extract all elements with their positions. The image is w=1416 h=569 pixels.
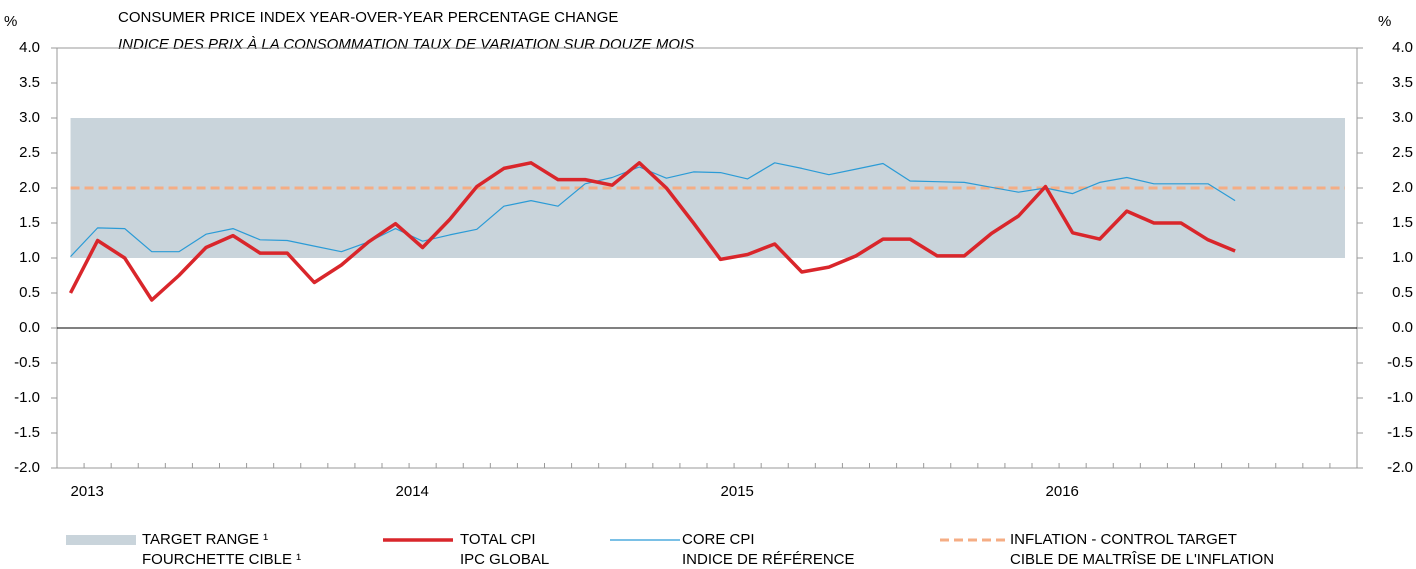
chart-subtitle: INDICE DES PRIX À LA CONSOMMATION TAUX D… xyxy=(118,36,694,53)
y2-tick-label: 4.0 xyxy=(1392,39,1413,56)
y2-tick-label: 1.5 xyxy=(1392,214,1413,231)
y2-tick-label: -1.5 xyxy=(1387,424,1413,441)
y-tick-label: 3.5 xyxy=(19,74,40,91)
y2-tick-label: 3.5 xyxy=(1392,74,1413,91)
y-tick-label: 2.5 xyxy=(19,144,40,161)
y-tick-label: -1.0 xyxy=(14,389,40,406)
legend-label: CORE CPI xyxy=(682,531,755,548)
y2-tick-label: -2.0 xyxy=(1387,459,1413,476)
x-tick-label: 2016 xyxy=(1046,483,1079,500)
y2-tick-label: 3.0 xyxy=(1392,109,1413,126)
x-tick-label: 2013 xyxy=(71,483,104,500)
y2-tick-label: -1.0 xyxy=(1387,389,1413,406)
y-tick-label: -2.0 xyxy=(14,459,40,476)
y-tick-label: 0.5 xyxy=(19,284,40,301)
legend-label: TOTAL CPI xyxy=(460,531,536,548)
y2-tick-label: 0.5 xyxy=(1392,284,1413,301)
y-tick-label: -0.5 xyxy=(14,354,40,371)
legend-label: TARGET RANGE ¹ xyxy=(142,531,268,548)
y-tick-label: 3.0 xyxy=(19,109,40,126)
y2-unit: % xyxy=(1378,13,1391,30)
y-tick-label: -1.5 xyxy=(14,424,40,441)
y-tick-label: 1.0 xyxy=(19,249,40,266)
y2-tick-label: 1.0 xyxy=(1392,249,1413,266)
y-tick-label: 1.5 xyxy=(19,214,40,231)
legend-swatch xyxy=(66,535,136,545)
y2-tick-label: 0.0 xyxy=(1392,319,1413,336)
legend-label: FOURCHETTE CIBLE ¹ xyxy=(142,551,301,568)
y2-tick-label: 2.5 xyxy=(1392,144,1413,161)
y-unit: % xyxy=(4,13,17,30)
y-tick-label: 2.0 xyxy=(19,179,40,196)
y-tick-label: 4.0 xyxy=(19,39,40,56)
series-line xyxy=(68,161,1236,302)
series-line xyxy=(70,162,1236,258)
y-tick-label: 0.0 xyxy=(19,319,40,336)
y2-tick-label: 2.0 xyxy=(1392,179,1413,196)
legend-label: INDICE DE RÉFÉRENCE xyxy=(682,551,855,568)
chart-title: CONSUMER PRICE INDEX YEAR-OVER-YEAR PERC… xyxy=(118,9,618,26)
legend-label: IPC GLOBAL xyxy=(460,551,549,568)
legend-label: CIBLE DE MALTRÎSE DE L'INFLATION xyxy=(1010,551,1274,568)
x-tick-label: 2014 xyxy=(396,483,429,500)
legend-label: INFLATION - CONTROL TARGET xyxy=(1010,531,1237,548)
x-tick-label: 2015 xyxy=(721,483,754,500)
y2-tick-label: -0.5 xyxy=(1387,354,1413,371)
